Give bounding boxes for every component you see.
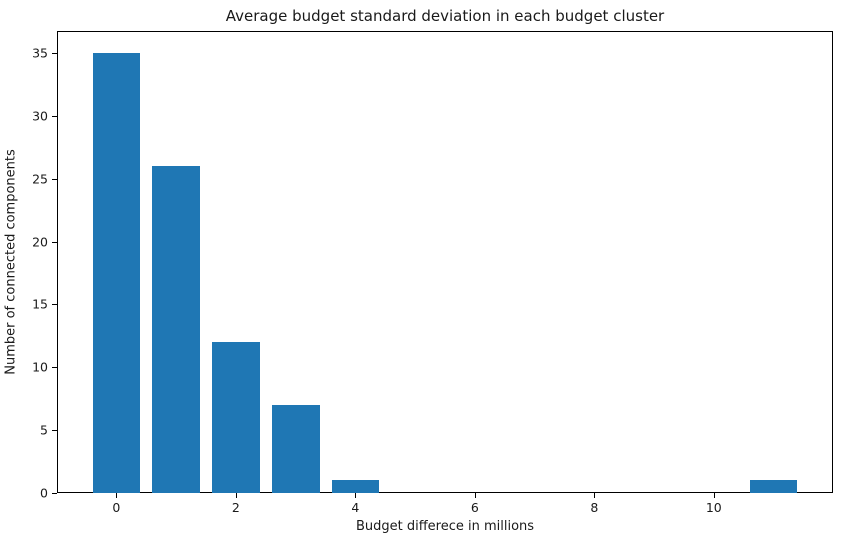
y-tick-mark: [52, 53, 57, 54]
x-tick-mark: [235, 493, 237, 498]
x-tick-label: 8: [590, 500, 599, 515]
y-tick-label: 35: [32, 45, 48, 61]
y-tick-label: 20: [32, 234, 48, 250]
x-tick-label: 0: [112, 500, 121, 515]
y-tick-label: 15: [32, 296, 48, 312]
y-tick-label: 5: [40, 422, 48, 438]
y-tick-mark: [52, 493, 57, 494]
y-tick-mark: [52, 367, 57, 369]
bar: [271, 405, 320, 493]
bar: [331, 480, 380, 493]
x-tick-label: 10: [705, 500, 722, 515]
y-tick-mark: [52, 178, 57, 180]
y-tick-label: 25: [32, 171, 48, 187]
y-axis-label: Number of connected components: [3, 149, 19, 375]
bar: [212, 342, 260, 493]
x-tick-label: 4: [351, 500, 360, 515]
x-tick-label: 6: [470, 500, 479, 515]
y-tick-label: 30: [32, 108, 48, 124]
y-tick-mark: [52, 115, 57, 117]
y-tick-mark: [52, 430, 57, 432]
y-tick-label: 10: [32, 359, 48, 375]
y-tick-mark: [52, 304, 57, 306]
x-tick-mark: [713, 493, 715, 498]
y-tick-label: 0: [40, 485, 48, 501]
bar: [92, 53, 141, 493]
chart-title: Average budget standard deviation in eac…: [225, 7, 665, 25]
x-tick-mark: [474, 493, 476, 498]
x-axis-label: Budget differece in millions: [355, 519, 535, 534]
x-tick-mark: [594, 493, 596, 498]
y-tick-mark: [52, 241, 57, 243]
x-tick-mark: [116, 493, 118, 498]
x-tick-mark: [355, 493, 357, 498]
bar: [152, 166, 201, 493]
x-tick-label: 2: [231, 500, 240, 515]
bar: [749, 480, 798, 493]
